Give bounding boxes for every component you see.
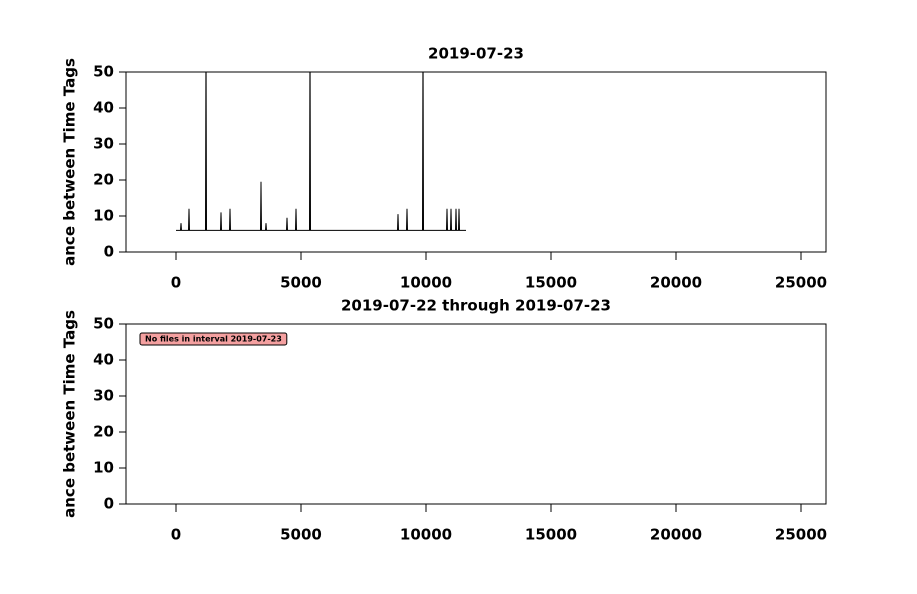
y-tick-label: 30	[93, 135, 114, 153]
x-tick-label: 25000	[775, 274, 827, 292]
x-tick-label: 5000	[280, 526, 322, 544]
plot-frame	[125, 323, 827, 505]
chart-title: 2019-07-23	[428, 45, 524, 63]
plot-frame	[125, 71, 827, 253]
x-tick-label: 0	[171, 274, 181, 292]
chart-title: 2019-07-22 through 2019-07-23	[341, 297, 611, 315]
x-tick-label: 0	[171, 526, 181, 544]
y-tick-label: 20	[93, 423, 114, 441]
x-tick-label: 5000	[280, 274, 322, 292]
x-tick-label: 20000	[650, 526, 702, 544]
x-tick-label: 20000	[650, 274, 702, 292]
y-tick-label: 30	[93, 387, 114, 405]
y-tick-label: 0	[104, 243, 114, 261]
y-axis-label: ance between Time Tags	[61, 310, 79, 518]
x-tick-label: 15000	[525, 274, 577, 292]
y-tick-label: 50	[93, 63, 114, 81]
data-line	[176, 72, 466, 231]
y-tick-label: 40	[93, 351, 114, 369]
y-tick-label: 50	[93, 315, 114, 333]
annotation-box	[139, 332, 288, 346]
annotation: No files in interval 2019-07-23	[139, 332, 288, 346]
y-axis-label: ance between Time Tags	[61, 58, 79, 266]
y-tick-label: 20	[93, 171, 114, 189]
x-tick-label: 10000	[400, 274, 452, 292]
y-tick-label: 40	[93, 99, 114, 117]
x-tick-label: 25000	[775, 526, 827, 544]
y-tick-label: 10	[93, 459, 114, 477]
x-tick-label: 10000	[400, 526, 452, 544]
annotation-text: No files in interval 2019-07-23	[145, 335, 282, 344]
x-tick-label: 15000	[525, 526, 577, 544]
y-tick-label: 0	[104, 495, 114, 513]
y-tick-label: 10	[93, 207, 114, 225]
